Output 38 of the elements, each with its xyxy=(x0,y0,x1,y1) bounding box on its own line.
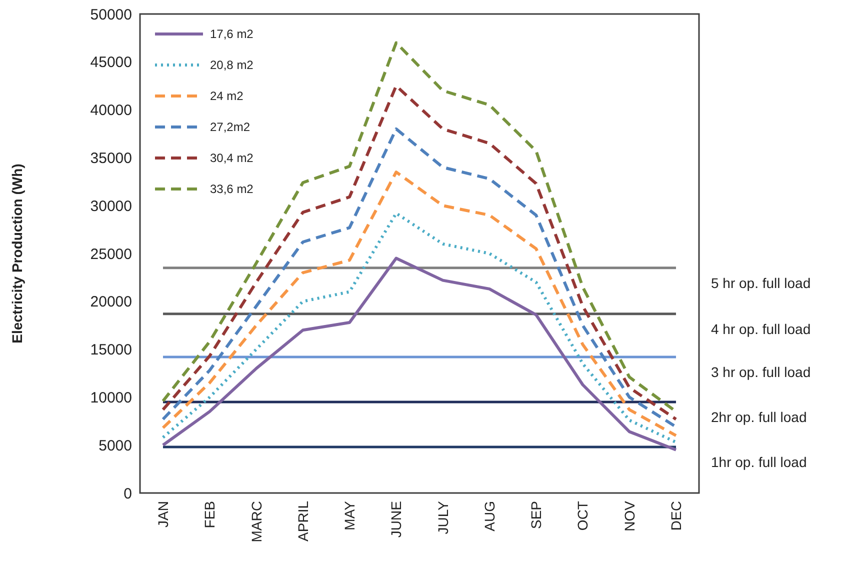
y-axis-title: Electricity Production (Wh) xyxy=(9,164,25,344)
line-series xyxy=(162,212,678,444)
x-tick-label: JAN xyxy=(155,501,171,528)
x-tick-label: MARC xyxy=(248,501,264,542)
y-tick-label: 20000 xyxy=(90,294,132,311)
line-series xyxy=(162,170,678,438)
x-tick-label: DEC xyxy=(668,501,684,531)
legend-label: 27,2m2 xyxy=(210,120,250,134)
legend-label: 24 m2 xyxy=(210,89,244,104)
ref-line-label: 4 hr op. full load xyxy=(711,320,811,337)
y-tick-label: 35000 xyxy=(90,150,132,167)
x-tick-label: JULY xyxy=(434,500,451,534)
y-tick-label: 5000 xyxy=(98,437,132,454)
x-tick-label: OCT xyxy=(574,500,591,531)
legend-label: 17,6 m2 xyxy=(210,27,254,42)
x-tick-label: JUNE xyxy=(388,501,404,538)
x-tick-label: MAY xyxy=(342,500,358,530)
line-series xyxy=(162,256,678,452)
ref-line-label: 1hr op. full load xyxy=(711,454,807,470)
y-tick-label: 50000 xyxy=(90,6,132,24)
y-tick-label: 25000 xyxy=(90,246,132,263)
y-tick-label: 0 xyxy=(124,485,132,502)
x-tick-label: SEP xyxy=(528,501,544,530)
y-tick-label: 45000 xyxy=(90,54,132,72)
ref-line-label: 2hr op. full load xyxy=(711,408,807,425)
x-tick-label: APRIL xyxy=(294,500,311,542)
x-tick-label: FEB xyxy=(202,501,218,528)
y-tick-label: 15000 xyxy=(90,342,132,359)
x-tick-label: AUG xyxy=(481,501,498,532)
x-tick-label: NOV xyxy=(621,500,638,532)
ref-line-label: 5 hr op. full load xyxy=(711,274,811,291)
ref-line-label: 3 hr op. full load xyxy=(711,364,811,380)
y-tick-label: 40000 xyxy=(90,102,132,120)
legend-label: 20,8 m2 xyxy=(210,58,254,72)
y-tick-label: 30000 xyxy=(90,198,132,215)
y-tick-label: 10000 xyxy=(90,389,132,406)
legend-label: 33,6 m2 xyxy=(210,182,254,196)
legend-label: 30,4 m2 xyxy=(210,151,254,166)
